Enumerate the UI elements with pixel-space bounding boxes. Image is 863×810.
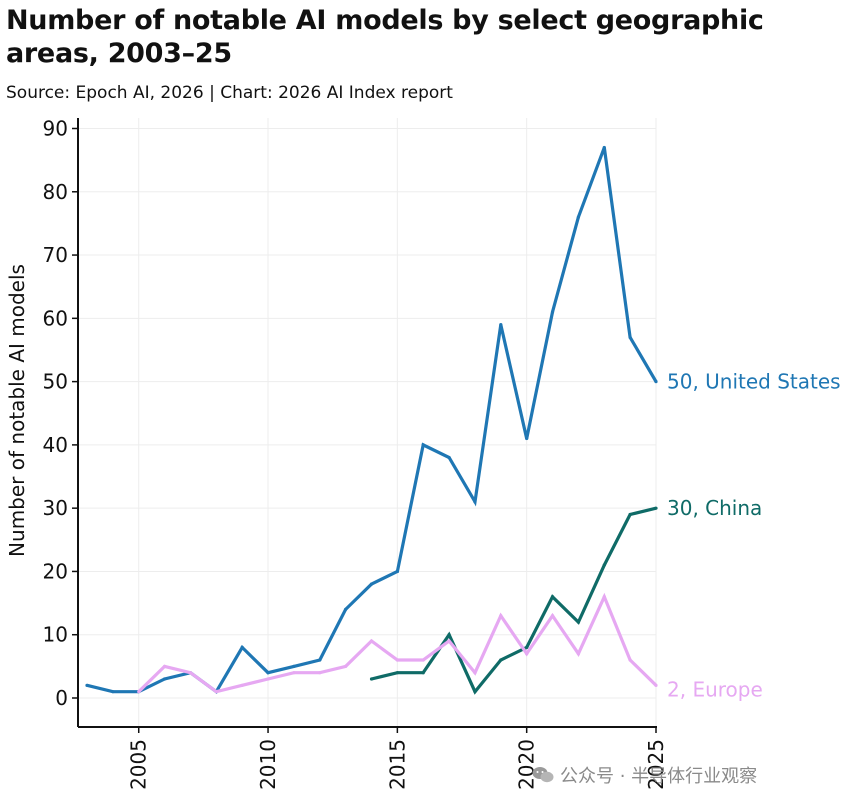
data-point-united-states bbox=[421, 443, 425, 447]
data-point-europe bbox=[162, 664, 167, 668]
data-point-europe bbox=[473, 671, 477, 675]
data-point-united-states bbox=[344, 607, 348, 612]
data-point-europe bbox=[525, 652, 529, 656]
data-point-europe bbox=[447, 639, 451, 643]
data-point-united-states bbox=[162, 677, 167, 681]
chart-title: Number of notable AI models by select ge… bbox=[6, 5, 764, 69]
data-point-united-states bbox=[447, 455, 451, 460]
y-axis-label: Number of notable AI models bbox=[5, 264, 29, 557]
data-point-europe bbox=[137, 690, 141, 694]
y-tick-label: 40 bbox=[43, 433, 68, 457]
data-point-united-states bbox=[395, 569, 399, 574]
series-line-united-states bbox=[86, 146, 658, 695]
data-point-china bbox=[499, 658, 503, 662]
data-point-china bbox=[525, 645, 529, 649]
data-point-europe bbox=[266, 677, 270, 681]
data-point-europe bbox=[188, 671, 193, 675]
data-point-united-states bbox=[240, 645, 244, 649]
data-point-europe bbox=[550, 614, 555, 618]
data-point-china bbox=[395, 671, 399, 675]
data-point-europe bbox=[628, 658, 632, 662]
end-label-united-states: 50, United States bbox=[667, 370, 841, 394]
data-point-europe bbox=[602, 595, 606, 599]
watermark: 公众号 · 半导体行业观察 bbox=[532, 762, 757, 788]
y-tick-label: 20 bbox=[43, 559, 68, 583]
y-tick-label: 90 bbox=[43, 117, 68, 141]
series-line-china bbox=[371, 506, 657, 695]
y-tick-label: 70 bbox=[43, 243, 68, 267]
data-point-united-states bbox=[85, 683, 89, 687]
wechat-icon bbox=[532, 766, 554, 784]
y-tick-label: 10 bbox=[43, 623, 68, 647]
data-point-united-states bbox=[369, 582, 374, 586]
x-tick-label: 2015 bbox=[385, 739, 409, 790]
y-tick-label: 50 bbox=[43, 370, 68, 394]
data-point-europe bbox=[318, 671, 322, 675]
y-tick-label: 0 bbox=[55, 686, 68, 710]
end-label-china: 30, China bbox=[667, 496, 762, 520]
data-point-united-states bbox=[266, 671, 270, 675]
x-tick-label: 2010 bbox=[256, 739, 280, 790]
end-label-europe: 2, Europe bbox=[667, 677, 763, 701]
y-tick-label: 60 bbox=[43, 306, 68, 330]
x-tick-label: 2005 bbox=[127, 739, 151, 790]
data-point-united-states bbox=[111, 690, 115, 694]
data-point-united-states bbox=[550, 310, 555, 314]
data-point-europe bbox=[499, 614, 503, 618]
chart-source: Source: Epoch AI, 2026 | Chart: 2026 AI … bbox=[6, 83, 453, 103]
data-point-united-states bbox=[525, 436, 529, 441]
data-point-europe bbox=[344, 664, 348, 668]
data-point-europe bbox=[395, 658, 399, 662]
data-point-europe bbox=[576, 652, 581, 656]
data-point-united-states bbox=[292, 664, 296, 668]
data-point-china bbox=[576, 620, 581, 624]
data-point-united-states bbox=[628, 335, 632, 339]
data-point-united-states bbox=[499, 323, 503, 327]
x-tick-label: 2025 bbox=[644, 739, 668, 790]
data-point-united-states bbox=[473, 500, 477, 504]
data-point-united-states bbox=[654, 380, 658, 384]
y-tick-label: 80 bbox=[43, 180, 68, 204]
data-point-europe bbox=[214, 690, 218, 694]
data-point-china bbox=[550, 595, 555, 599]
data-point-europe bbox=[240, 683, 244, 687]
watermark-text: 公众号 · 半导体行业观察 bbox=[560, 766, 758, 787]
data-point-china bbox=[447, 633, 451, 637]
data-point-europe bbox=[369, 639, 374, 643]
data-point-china bbox=[602, 563, 606, 567]
data-point-united-states bbox=[318, 658, 322, 662]
data-point-united-states bbox=[602, 145, 606, 150]
data-point-china bbox=[628, 512, 632, 517]
data-point-china bbox=[421, 671, 425, 675]
data-point-china bbox=[369, 677, 374, 681]
x-tick-label: 2020 bbox=[515, 739, 539, 790]
data-point-europe bbox=[421, 658, 425, 662]
data-point-united-states bbox=[576, 215, 581, 219]
data-point-china bbox=[473, 690, 477, 694]
data-point-europe bbox=[292, 671, 296, 675]
data-point-europe bbox=[654, 683, 658, 687]
data-point-china bbox=[654, 506, 658, 510]
y-tick-label: 30 bbox=[43, 496, 68, 520]
